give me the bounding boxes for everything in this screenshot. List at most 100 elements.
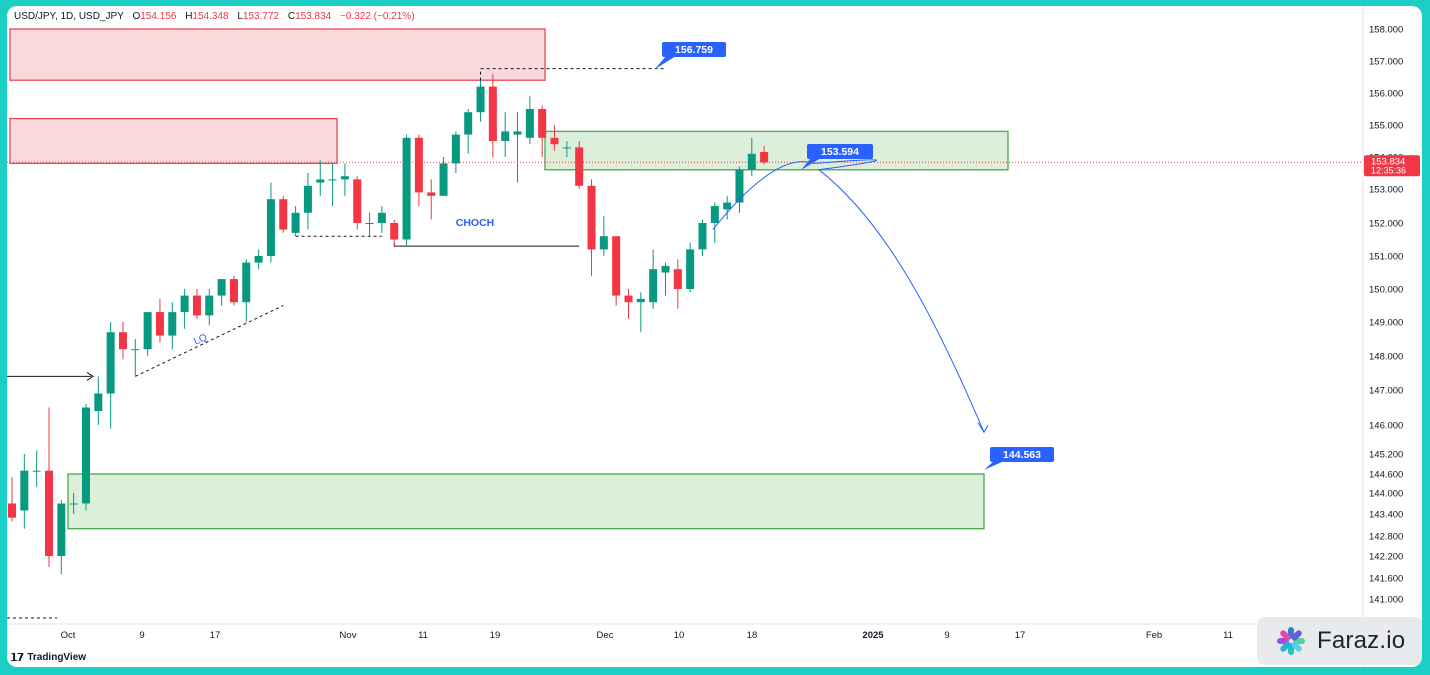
candle-body — [661, 265, 670, 273]
supply-zone — [9, 28, 546, 81]
price-tick-label: 149.000 — [1369, 318, 1403, 329]
time-tick-label: Feb — [1146, 630, 1162, 641]
candle-body — [266, 199, 275, 256]
callout-153-value: 153.594 — [821, 146, 859, 158]
candle-body — [488, 86, 497, 141]
close-value: 153.834 — [295, 11, 332, 22]
choch-label: CHOCH — [456, 217, 495, 229]
candle-body — [476, 86, 485, 113]
price-tick-label: 141.600 — [1369, 574, 1403, 585]
callout-144-pointer — [984, 461, 1004, 470]
candle-body — [254, 256, 263, 263]
candle-body — [427, 192, 436, 196]
time-tick-label: Nov — [340, 630, 357, 641]
price-tick-label: 156.000 — [1369, 89, 1403, 100]
tradingview-branding[interactable]: 𝟭𝟳 TradingView — [10, 651, 86, 664]
candle-body — [44, 470, 53, 556]
price-tick-label: 143.400 — [1369, 510, 1403, 521]
candle-body — [303, 185, 312, 213]
time-tick-label: Oct — [61, 630, 76, 641]
candle-body — [525, 109, 534, 138]
candle-body — [106, 332, 115, 394]
price-tick-label: 142.200 — [1369, 552, 1403, 563]
candle-body — [624, 295, 633, 303]
candle-body — [649, 269, 658, 303]
candle-body — [562, 147, 571, 149]
symbol-label[interactable]: USD/JPY, 1D, USD_JPY — [14, 11, 124, 22]
countdown-value: 12:35:36 — [1371, 165, 1406, 175]
candle-body — [390, 223, 399, 240]
open-value: 154.156 — [140, 11, 177, 22]
callout-156-value: 156.759 — [675, 44, 713, 56]
tradingview-logo-icon: 𝟭𝟳 — [10, 652, 24, 664]
candle-body — [205, 295, 214, 316]
price-tick-label: 146.000 — [1369, 421, 1403, 432]
candle-body — [229, 279, 238, 303]
time-tick-label: 2025 — [862, 630, 884, 641]
low-label: L — [237, 11, 243, 22]
candle-body — [414, 137, 423, 193]
candle-body — [723, 202, 732, 210]
candle-body — [612, 236, 621, 296]
price-tick-label: 153.000 — [1369, 185, 1403, 196]
candle-body — [402, 137, 411, 240]
close-label: C — [287, 11, 296, 22]
candle-body — [242, 262, 251, 303]
candle-body — [69, 503, 78, 505]
candle-body — [735, 169, 744, 203]
tradingview-label: TradingView — [27, 652, 87, 663]
price-tick-label: 147.000 — [1369, 386, 1403, 397]
candle-body — [599, 236, 608, 250]
choch-line — [393, 242, 580, 247]
time-tick-label: Dec — [597, 630, 614, 641]
candle-body — [575, 147, 584, 186]
candle-body — [8, 503, 16, 518]
price-chart[interactable]: 156.759 153.594 144.563 CHOCH LQ 158.000 157.0… — [7, 6, 1422, 667]
candle-body — [710, 206, 719, 223]
candle-body — [377, 212, 386, 223]
candle-body — [180, 295, 189, 313]
price-tick-label: 152.000 — [1369, 219, 1403, 230]
candle-body — [451, 134, 460, 164]
candle-body — [32, 470, 41, 472]
candle-body — [439, 163, 448, 196]
open-label: O — [132, 11, 141, 22]
candle-body — [316, 179, 325, 183]
current-price-value: 153.834 — [1371, 156, 1405, 167]
candle-body — [673, 269, 682, 289]
candle-body — [747, 153, 756, 170]
candle-body — [57, 503, 66, 556]
candle-body — [760, 152, 769, 163]
candle-body — [636, 298, 645, 303]
candle-body — [291, 212, 300, 233]
projected-path-arrowhead — [977, 422, 989, 434]
candle-body — [192, 295, 201, 316]
candle-body — [131, 349, 140, 351]
watermark-badge: Faraz.io — [1257, 617, 1422, 665]
callout-144-value: 144.563 — [1003, 449, 1041, 461]
candle-body — [143, 312, 152, 350]
candle-body — [513, 131, 522, 135]
entry-arrow-head — [86, 371, 94, 381]
low-value: 153.772 — [242, 11, 280, 22]
candle-body — [698, 223, 707, 250]
time-tick-label: 11 — [418, 630, 428, 641]
price-tick-label: 158.000 — [1369, 25, 1403, 36]
watermark-text: Faraz.io — [1317, 627, 1406, 654]
candle-body — [538, 109, 547, 138]
callout-156-box — [662, 42, 726, 57]
candle-body — [464, 112, 473, 135]
supply-zone — [9, 117, 338, 165]
price-tick-label: 151.000 — [1369, 252, 1403, 263]
current-price-tag — [1364, 155, 1420, 177]
price-tick-label: 148.000 — [1369, 352, 1403, 363]
price-tick-label: 144.600 — [1369, 470, 1403, 481]
candle-body — [365, 223, 374, 224]
callout-153-pointer — [801, 158, 821, 170]
candle-body — [328, 179, 337, 181]
candle-body — [279, 199, 288, 230]
faraz-logo-icon — [1277, 627, 1305, 655]
candle-body — [550, 137, 559, 145]
candle-body — [168, 312, 177, 336]
candle-body — [94, 393, 103, 411]
